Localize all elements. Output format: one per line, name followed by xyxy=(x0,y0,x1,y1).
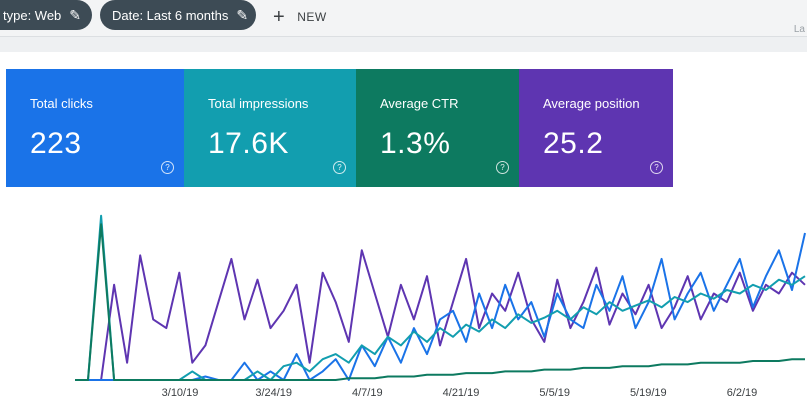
x-tick-label: 3/24/19 xyxy=(255,387,292,399)
series-line-1 xyxy=(75,232,806,381)
x-tick-label: 5/19/19 xyxy=(630,387,667,399)
filter-bar: type: Web ✎ Date: Last 6 months ✎ + NEW … xyxy=(0,0,807,37)
metric-card-ctr[interactable]: Average CTR 1.3% ? xyxy=(356,69,519,187)
metric-label: Average position xyxy=(543,96,640,111)
metric-card-clicks[interactable]: Total clicks 223 ? xyxy=(6,69,184,187)
metric-value: 1.3% xyxy=(380,127,451,160)
x-tick-label: 3/10/19 xyxy=(162,387,199,399)
plus-icon: + xyxy=(273,6,286,28)
series-line-3 xyxy=(75,223,805,381)
metric-card-impressions[interactable]: Total impressions 17.6K ? xyxy=(184,69,356,187)
new-filter-button[interactable]: + NEW xyxy=(273,6,327,28)
pencil-icon[interactable]: ✎ xyxy=(69,6,82,23)
help-icon[interactable]: ? xyxy=(650,161,663,174)
metric-value: 25.2 xyxy=(543,127,604,160)
filter-chip-type[interactable]: type: Web ✎ xyxy=(0,0,92,30)
x-tick-label: 4/21/19 xyxy=(443,387,480,399)
x-tick-label: 5/5/19 xyxy=(539,387,570,399)
metric-card-position[interactable]: Average position 25.2 ? xyxy=(519,69,673,187)
pencil-icon[interactable]: ✎ xyxy=(236,6,249,23)
metric-label: Average CTR xyxy=(380,96,459,111)
help-icon[interactable]: ? xyxy=(333,161,346,174)
x-tick-label: 6/2/19 xyxy=(727,387,758,399)
filter-chip-date[interactable]: Date: Last 6 months ✎ xyxy=(100,0,256,30)
corner-text: La xyxy=(793,24,805,35)
metric-value: 223 xyxy=(30,127,82,160)
series-line-2 xyxy=(75,214,806,381)
x-tick-label: 4/7/19 xyxy=(352,387,383,399)
metric-value: 17.6K xyxy=(208,127,289,160)
performance-line-chart: 3/10/19 3/24/19 4/7/19 4/21/19 5/5/19 5/19/19… xyxy=(75,214,806,399)
metric-label: Total clicks xyxy=(30,96,93,111)
help-icon[interactable]: ? xyxy=(161,161,174,174)
help-icon[interactable]: ? xyxy=(496,161,509,174)
metric-label: Total impressions xyxy=(208,96,309,111)
new-filter-label: NEW xyxy=(297,10,327,24)
performance-panel: Total clicks 223 ? Total impressions 17.… xyxy=(0,52,807,400)
series-line-0 xyxy=(75,249,806,381)
filter-chip-type-label: type: Web xyxy=(3,7,62,23)
filter-chip-date-label: Date: Last 6 months xyxy=(112,7,229,23)
